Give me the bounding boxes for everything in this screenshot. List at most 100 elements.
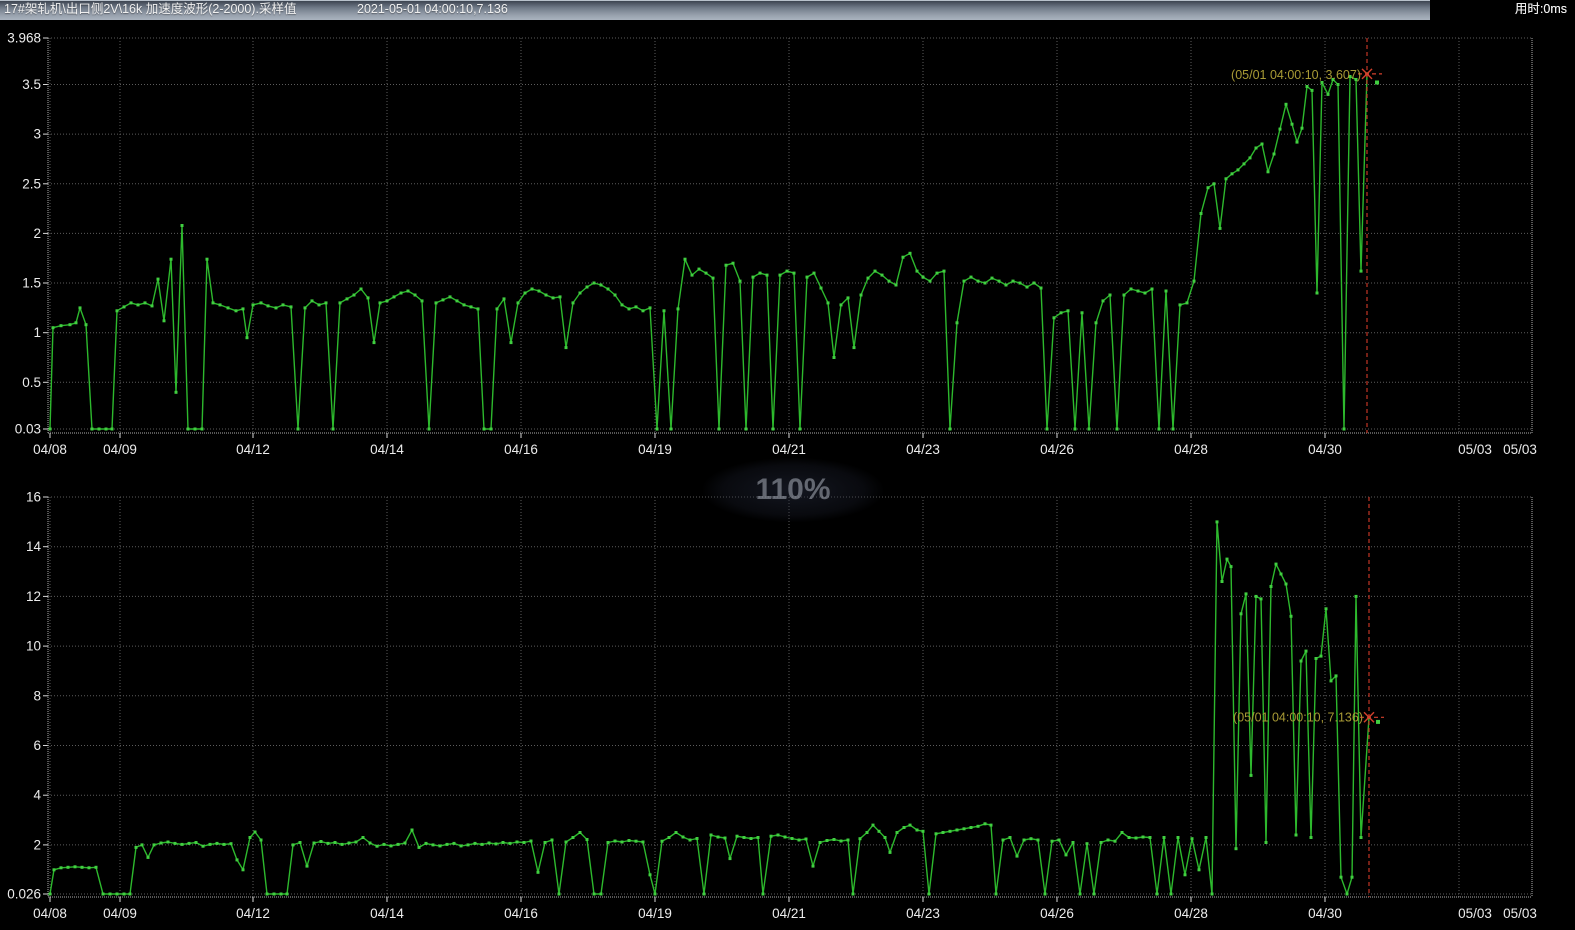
waveform-chart-1[interactable]: 3.968 3.5 3 2.5 2 1.5 1 0.5 0.03 04/08 04/09 04/12 0…	[7, 31, 1537, 458]
data-point	[846, 838, 850, 842]
data-point	[832, 838, 836, 841]
waveform-chart-2[interactable]: 16 14 12 10 8 6 4 2 0.026 04/08 04/09 04/12 04/14 04/…	[7, 490, 1537, 922]
data-point	[942, 269, 946, 273]
data-point	[104, 427, 108, 431]
data-point	[1215, 520, 1219, 524]
data-point	[543, 841, 547, 844]
data-point	[515, 840, 519, 844]
data-point	[1320, 81, 1324, 84]
data-point	[392, 295, 396, 299]
data-point	[331, 427, 335, 431]
data-point	[1345, 892, 1349, 896]
data-point	[941, 831, 945, 834]
data-point	[1178, 303, 1182, 307]
y-tick-label: 0.5	[22, 375, 41, 390]
data-point	[839, 839, 843, 843]
x-tick-label: 04/12	[236, 442, 270, 457]
data-point	[1218, 226, 1222, 230]
data-point	[1150, 287, 1154, 291]
data-point	[888, 850, 892, 854]
data-point	[1164, 289, 1168, 293]
y-tick-label: 2	[33, 837, 41, 852]
data-point	[1354, 594, 1358, 598]
data-point	[894, 283, 898, 287]
data-point	[1339, 875, 1343, 879]
data-point	[289, 305, 293, 309]
data-point	[962, 279, 966, 283]
data-point	[660, 839, 664, 843]
data-point	[413, 293, 417, 297]
data-point	[1354, 78, 1358, 81]
data-point	[1094, 321, 1098, 325]
data-point	[241, 307, 245, 311]
channel-header-outlet-2v[interactable]: 17#架轧机\出口侧2V\16k 加速度波形(2-2000).采样值 2021-…	[0, 0, 1575, 20]
data-point	[1305, 85, 1309, 88]
data-point	[709, 833, 713, 837]
data-point	[606, 841, 610, 844]
data-point	[473, 841, 477, 845]
data-point	[1025, 285, 1029, 289]
data-point	[174, 390, 178, 394]
data-point	[1106, 838, 1110, 842]
data-point	[852, 346, 856, 350]
data-point	[156, 277, 160, 281]
data-point	[487, 841, 491, 845]
data-point	[1348, 75, 1352, 78]
data-point	[291, 843, 295, 847]
data-point	[1183, 873, 1187, 877]
data-point	[877, 829, 881, 833]
data-point	[1249, 773, 1253, 777]
data-point	[783, 835, 787, 839]
data-point	[634, 305, 638, 309]
data-point	[1071, 841, 1075, 844]
x-tick-label: 05/03	[1503, 906, 1537, 921]
x-tick-label: 04/19	[638, 906, 672, 921]
data-point	[1004, 283, 1008, 287]
data-point	[298, 841, 302, 844]
data-point	[259, 301, 263, 305]
data-point	[711, 276, 715, 280]
x-tick-label: 04/09	[103, 906, 137, 921]
data-point	[205, 257, 209, 261]
data-point	[361, 836, 365, 839]
data-point	[94, 865, 98, 869]
data-point	[310, 299, 314, 303]
data-point	[851, 892, 855, 896]
data-point	[641, 309, 645, 313]
data-point	[839, 303, 843, 307]
x-tick-label: 04/12	[236, 906, 270, 921]
data-point	[1324, 607, 1328, 611]
data-point	[274, 306, 278, 310]
x-tick-label: 04/26	[1040, 906, 1074, 921]
data-point	[717, 427, 721, 431]
data-point	[1080, 311, 1084, 315]
data-point	[962, 827, 966, 831]
x-tick-label: 05/03	[1458, 442, 1492, 457]
data-point	[1073, 427, 1077, 431]
selected-channel-bar[interactable]	[0, 0, 1430, 20]
data-point	[1229, 565, 1233, 569]
data-point	[1272, 152, 1276, 156]
data-point	[235, 858, 239, 862]
data-point	[1242, 162, 1246, 166]
data-point	[667, 836, 671, 839]
x-tick-label: 04/23	[906, 442, 940, 457]
channel-title: 17#架轧机\出口侧2V\16k 加速度波形(2-2000).采样值	[4, 2, 297, 16]
data-point	[908, 251, 912, 255]
data-point	[778, 273, 782, 277]
data-point	[455, 299, 459, 303]
post-cursor-point	[1376, 719, 1380, 724]
data-point	[159, 841, 163, 845]
data-point	[1334, 674, 1338, 678]
data-point	[122, 892, 126, 896]
data-point	[48, 892, 52, 896]
data-point	[994, 892, 998, 896]
data-point	[1234, 847, 1238, 851]
data-point	[90, 427, 94, 431]
data-point	[1294, 833, 1298, 837]
data-point	[1266, 170, 1270, 174]
y-tick-label: 12	[26, 589, 41, 604]
data-point	[1011, 279, 1015, 283]
data-point	[108, 892, 112, 896]
